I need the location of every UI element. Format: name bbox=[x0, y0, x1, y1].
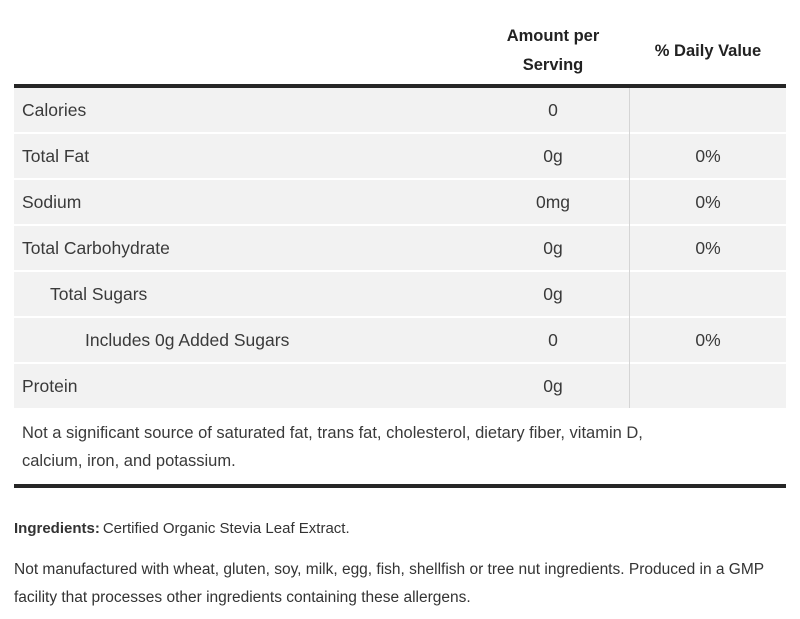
nutrient-label: Total Carbohydrate bbox=[22, 237, 170, 258]
column-header-amount: Amount per Serving bbox=[476, 22, 630, 80]
nutrient-daily-value: 0% bbox=[695, 191, 721, 212]
allergen-note: Not manufactured with wheat, gluten, soy… bbox=[14, 561, 764, 606]
table-footnote: Not a significant source of saturated fa… bbox=[14, 410, 686, 484]
nutrient-label: Total Sugars bbox=[50, 283, 148, 304]
table-row: Calories 0 bbox=[14, 88, 786, 132]
column-header-daily-value-label: % Daily Value bbox=[654, 41, 762, 60]
nutrient-label: Protein bbox=[22, 375, 78, 396]
column-header-daily-value: % Daily Value bbox=[630, 42, 786, 61]
nutrient-label: Total Fat bbox=[22, 145, 90, 166]
ingredients-label: Ingredients: bbox=[14, 520, 100, 537]
table-row: Protein 0g bbox=[14, 364, 786, 408]
ingredients-line: Ingredients: Certified Organic Stevia Lea… bbox=[14, 520, 786, 537]
nutrient-amount: 0g bbox=[543, 375, 563, 396]
nutrient-amount: 0 bbox=[548, 329, 558, 350]
nutrient-daily-value: 0% bbox=[695, 237, 721, 258]
nutrient-amount: 0g bbox=[543, 283, 563, 304]
nutrient-daily-value: 0% bbox=[695, 145, 721, 166]
table-row: Total Carbohydrate 0g 0% bbox=[14, 226, 786, 270]
column-header-amount-label: Amount per Serving bbox=[506, 27, 600, 74]
ingredients-value: Certified Organic Stevia Leaf Extract. bbox=[102, 520, 350, 537]
nutrient-daily-value bbox=[630, 88, 786, 132]
nutrition-table: Calories 0 Total Fat 0g 0% Sodium 0mg 0%… bbox=[14, 84, 786, 488]
nutrient-label: Sodium bbox=[22, 191, 82, 212]
table-row: Sodium 0mg 0% bbox=[14, 180, 786, 224]
nutrient-daily-value bbox=[630, 364, 786, 408]
nutrient-label: Includes 0g Added Sugars bbox=[85, 329, 290, 350]
nutrient-label: Calories bbox=[22, 99, 87, 120]
table-row: Total Sugars 0g bbox=[14, 272, 786, 316]
table-row: Includes 0g Added Sugars 0 0% bbox=[14, 318, 786, 362]
column-divider bbox=[629, 88, 630, 408]
nutrient-daily-value bbox=[630, 272, 786, 316]
table-header: Amount per Serving % Daily Value bbox=[14, 0, 786, 84]
nutrient-amount: 0mg bbox=[535, 191, 571, 212]
table-rows: Calories 0 Total Fat 0g 0% Sodium 0mg 0%… bbox=[14, 88, 786, 408]
table-row: Total Fat 0g 0% bbox=[14, 134, 786, 178]
nutrient-amount: 0g bbox=[543, 145, 563, 166]
nutrient-amount: 0 bbox=[548, 99, 558, 120]
nutrient-amount: 0g bbox=[543, 237, 563, 258]
nutrient-daily-value: 0% bbox=[695, 329, 721, 350]
